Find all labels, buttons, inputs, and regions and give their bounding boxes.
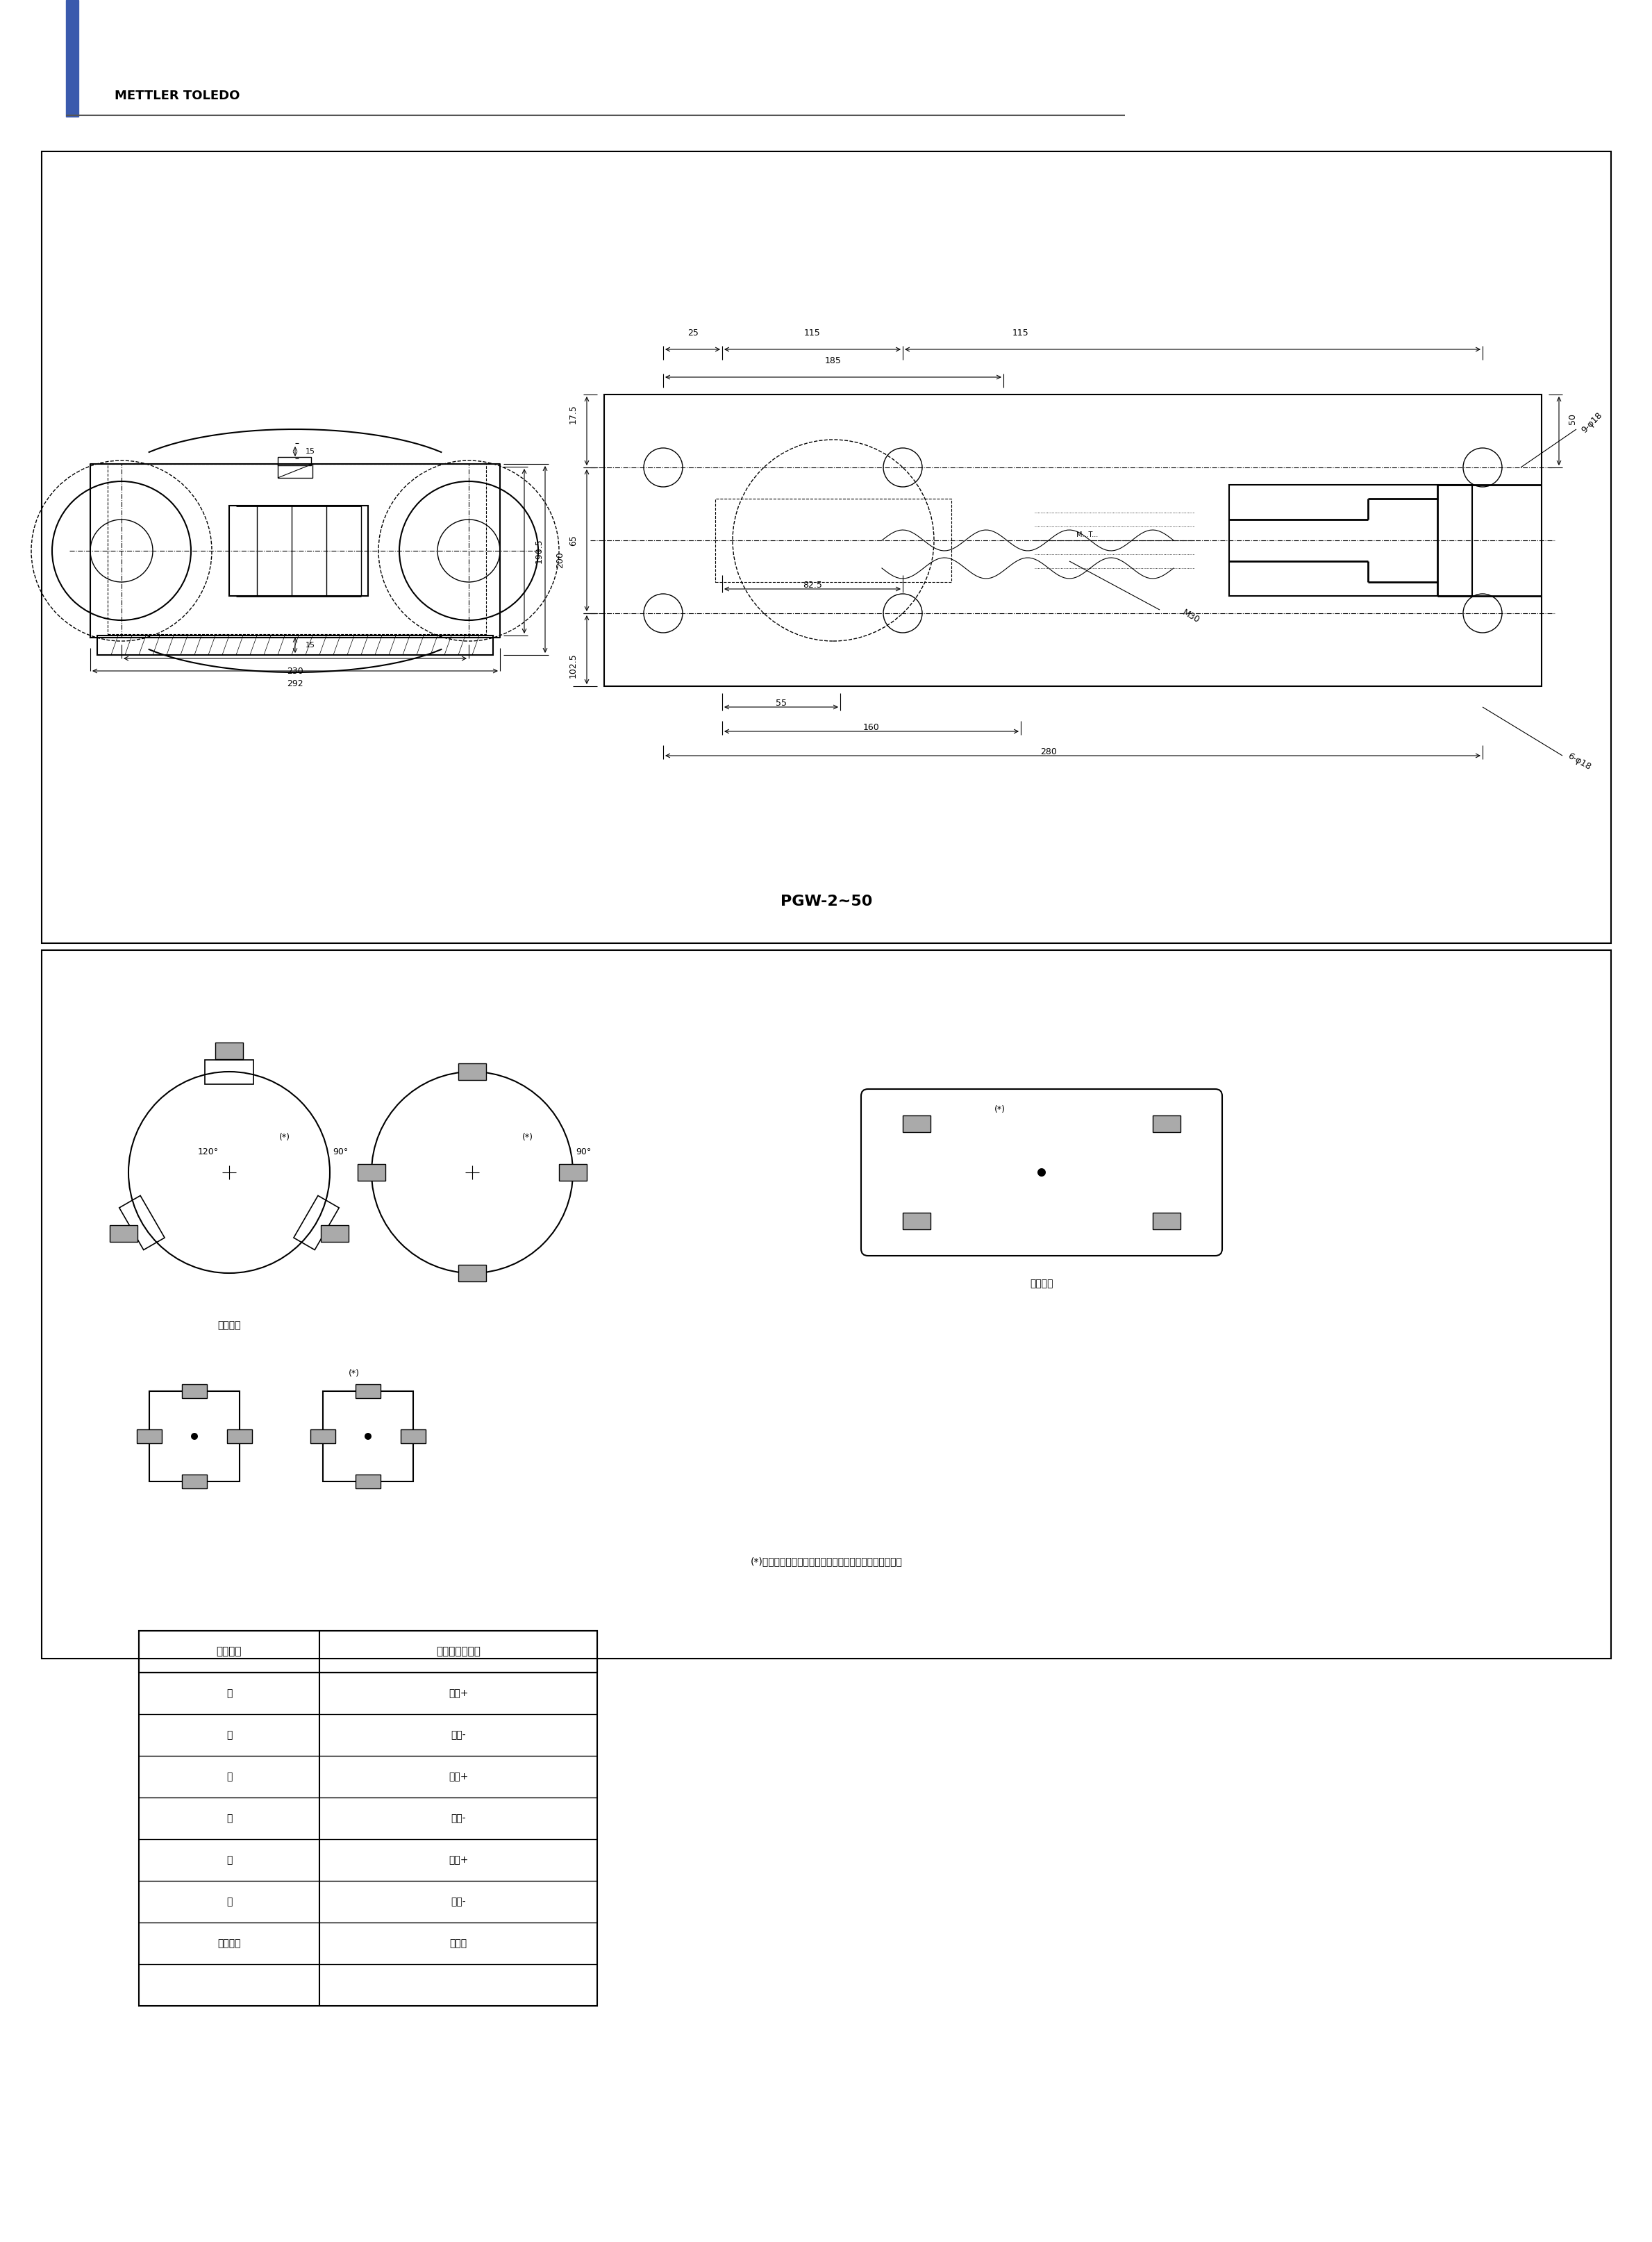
Bar <box>41 152 1611 944</box>
Circle shape <box>365 1433 372 1439</box>
Text: M30: M30 <box>1181 608 1201 626</box>
Bar <box>111 1224 137 1242</box>
Bar <box>902 1117 930 1132</box>
Text: 黄（长）: 黄（长） <box>218 1939 241 1948</box>
Text: 200: 200 <box>555 552 565 567</box>
Bar <box>355 1475 380 1489</box>
Text: 115: 115 <box>805 330 821 339</box>
Text: 黄: 黄 <box>226 1771 231 1782</box>
Text: 屏蔽线: 屏蔽线 <box>449 1939 468 1948</box>
Text: 25: 25 <box>687 330 699 339</box>
Text: 17.5: 17.5 <box>568 404 578 424</box>
Bar <box>139 1630 596 2007</box>
Text: 反馈+: 反馈+ <box>448 1771 468 1782</box>
Text: 9-φ18: 9-φ18 <box>1579 410 1604 435</box>
Text: 电缆颜色: 电缆颜色 <box>216 1646 241 1657</box>
Text: 185: 185 <box>824 356 841 365</box>
Bar <box>139 1630 596 1673</box>
Text: 102.5: 102.5 <box>568 652 578 677</box>
Text: 280: 280 <box>1041 747 1057 756</box>
Text: 90°: 90° <box>575 1148 591 1157</box>
Bar <box>205 1060 253 1083</box>
Bar <box>320 1224 349 1242</box>
Bar <box>715 498 952 583</box>
Bar <box>66 0 78 117</box>
Text: 82.5: 82.5 <box>803 581 823 590</box>
Bar <box>149 1392 240 1482</box>
Bar <box>401 1430 426 1444</box>
Bar <box>182 1383 206 1399</box>
Text: 115: 115 <box>1013 330 1029 339</box>
Text: 矩形布置: 矩形布置 <box>1029 1278 1054 1289</box>
Bar <box>1153 1117 1181 1132</box>
Bar <box>355 1383 380 1399</box>
Text: 信号-: 信号- <box>451 1897 466 1906</box>
Bar <box>322 1392 413 1482</box>
Bar <box>311 1430 335 1444</box>
Bar <box>119 1195 165 1249</box>
Text: 65: 65 <box>568 536 578 545</box>
Bar <box>182 1475 206 1489</box>
Bar <box>278 464 312 478</box>
Bar <box>357 1164 385 1182</box>
Text: 绿: 绿 <box>226 1688 231 1697</box>
Text: 160: 160 <box>864 722 881 733</box>
Text: 激励+: 激励+ <box>448 1688 468 1697</box>
Text: 120°: 120° <box>198 1148 218 1157</box>
Text: 切向布置: 切向布置 <box>218 1321 241 1330</box>
Text: (*)矩形布置时，四只称重模块中有一只应去掉側向限位。: (*)矩形布置时，四只称重模块中有一只应去掉側向限位。 <box>750 1556 902 1567</box>
Text: METTLER TOLEDO: METTLER TOLEDO <box>114 90 240 103</box>
Bar <box>294 1195 339 1249</box>
Text: PGW-2~50: PGW-2~50 <box>780 895 872 908</box>
Circle shape <box>192 1433 198 1439</box>
Text: 15: 15 <box>306 641 316 648</box>
Bar <box>97 634 492 655</box>
Text: 红: 红 <box>226 1897 231 1906</box>
Text: 292: 292 <box>287 679 304 688</box>
Bar <box>605 395 1541 686</box>
Text: (*): (*) <box>522 1132 534 1141</box>
Text: 90°: 90° <box>332 1148 349 1157</box>
Text: (*): (*) <box>349 1370 360 1379</box>
Bar <box>278 457 311 466</box>
Text: 反馈-: 反馈- <box>451 1814 466 1823</box>
Text: 230: 230 <box>287 666 304 675</box>
Text: 50: 50 <box>1568 413 1578 424</box>
Bar <box>137 1430 162 1444</box>
Circle shape <box>1037 1168 1046 1177</box>
Text: 白: 白 <box>226 1854 231 1865</box>
Text: 色标（六芯线）: 色标（六芯线） <box>436 1646 481 1657</box>
Bar <box>1153 1213 1181 1229</box>
Text: 激励-: 激励- <box>451 1731 466 1740</box>
Text: 黑: 黑 <box>226 1731 231 1740</box>
Bar <box>107 464 486 634</box>
Text: 15: 15 <box>306 448 316 455</box>
Bar <box>215 1043 243 1058</box>
Text: (*): (*) <box>279 1132 291 1141</box>
Bar <box>458 1264 486 1282</box>
Text: 6-φ18: 6-φ18 <box>1566 751 1593 771</box>
Text: M...T...: M...T... <box>1077 531 1099 538</box>
Bar <box>230 507 368 596</box>
Text: 蓝: 蓝 <box>226 1814 231 1823</box>
Text: 信号+: 信号+ <box>448 1854 468 1865</box>
Bar <box>226 1430 253 1444</box>
Bar <box>458 1063 486 1081</box>
Bar <box>1229 484 1472 596</box>
Text: (*): (*) <box>995 1105 1006 1114</box>
Text: 55: 55 <box>776 700 786 708</box>
Bar <box>41 951 1611 1659</box>
Bar <box>902 1213 930 1229</box>
Bar <box>558 1164 586 1182</box>
Text: 190.5: 190.5 <box>535 538 544 563</box>
